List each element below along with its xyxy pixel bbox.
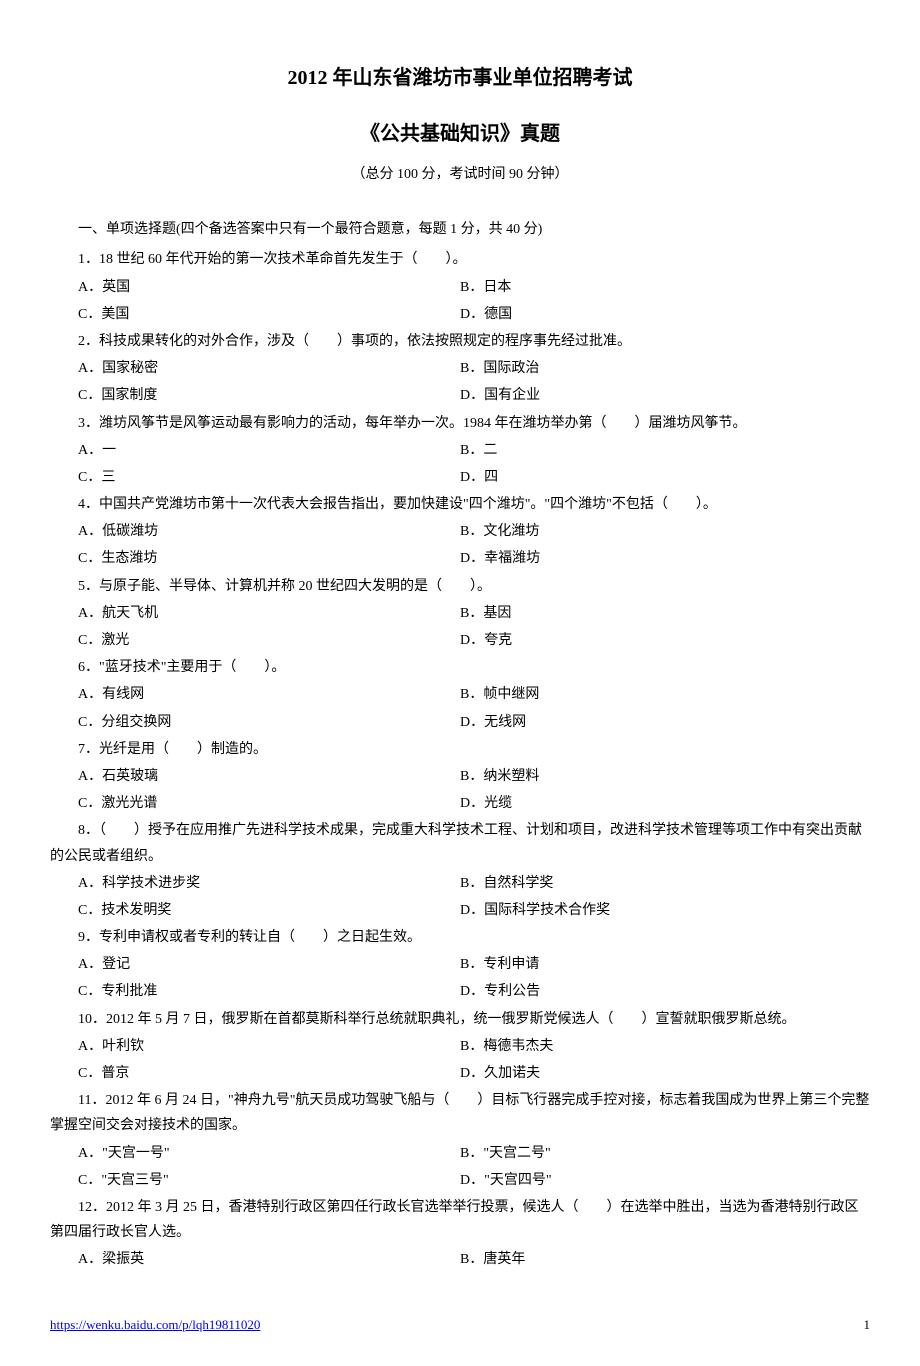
option: C．激光 xyxy=(50,628,460,653)
options-row: C．激光D．夸克 xyxy=(50,628,870,653)
options-row: C．激光光谱D．光缆 xyxy=(50,791,870,816)
option: A．梁振英 xyxy=(50,1247,460,1272)
option: B．二 xyxy=(460,438,870,463)
option: A．国家秘密 xyxy=(50,356,460,381)
option: D．无线网 xyxy=(460,710,870,735)
question-text: 7．光纤是用（ ）制造的。 xyxy=(50,737,870,762)
option: D．久加诺夫 xyxy=(460,1061,870,1086)
option: D．国际科学技术合作奖 xyxy=(460,898,870,923)
options-row: A．国家秘密B．国际政治 xyxy=(50,356,870,381)
option: A．有线网 xyxy=(50,682,460,707)
footer: https://wenku.baidu.com/p/lqh19811020 1 xyxy=(50,1313,870,1336)
option: D．光缆 xyxy=(460,791,870,816)
option: B．文化潍坊 xyxy=(460,519,870,544)
option: B．纳米塑料 xyxy=(460,764,870,789)
option: B．唐英年 xyxy=(460,1247,870,1272)
option: B．自然科学奖 xyxy=(460,871,870,896)
options-row: C．技术发明奖D．国际科学技术合作奖 xyxy=(50,898,870,923)
option: D．四 xyxy=(460,465,870,490)
option: B．国际政治 xyxy=(460,356,870,381)
options-row: C．专利批准D．专利公告 xyxy=(50,979,870,1004)
page-title-main: 2012 年山东省潍坊市事业单位招聘考试 xyxy=(50,60,870,96)
option: A．"天宫一号" xyxy=(50,1141,460,1166)
option: C．生态潍坊 xyxy=(50,546,460,571)
option: A．一 xyxy=(50,438,460,463)
source-link[interactable]: https://wenku.baidu.com/p/lqh19811020 xyxy=(50,1313,260,1336)
options-row: A．登记B．专利申请 xyxy=(50,952,870,977)
option: C．三 xyxy=(50,465,460,490)
option: A．登记 xyxy=(50,952,460,977)
options-row: A．石英玻璃B．纳米塑料 xyxy=(50,764,870,789)
question-text: 4．中国共产党潍坊市第十一次代表大会报告指出，要加快建设"四个潍坊"。"四个潍坊… xyxy=(50,492,870,517)
question-text: 1．18 世纪 60 年代开始的第一次技术革命首先发生于（ ）。 xyxy=(50,247,870,272)
option: C．技术发明奖 xyxy=(50,898,460,923)
question-text: 6．"蓝牙技术"主要用于（ ）。 xyxy=(50,655,870,680)
option: C．普京 xyxy=(50,1061,460,1086)
option: D．国有企业 xyxy=(460,383,870,408)
options-row: C．分组交换网D．无线网 xyxy=(50,710,870,735)
option: C．美国 xyxy=(50,302,460,327)
section-header: 一、单项选择题(四个备选答案中只有一个最符合题意，每题 1 分，共 40 分) xyxy=(50,217,870,242)
question-text: 8．（ ）授予在应用推广先进科学技术成果，完成重大科学技术工程、计划和项目，改进… xyxy=(50,818,870,868)
question-text: 10．2012 年 5 月 7 日，俄罗斯在首都莫斯科举行总统就职典礼，统一俄罗… xyxy=(50,1007,870,1032)
option: C．分组交换网 xyxy=(50,710,460,735)
option: C．国家制度 xyxy=(50,383,460,408)
option: B．日本 xyxy=(460,275,870,300)
question-text: 11．2012 年 6 月 24 日，"神舟九号"航天员成功驾驶飞船与（ ）目标… xyxy=(50,1088,870,1138)
option: A．低碳潍坊 xyxy=(50,519,460,544)
exam-info: （总分 100 分，考试时间 90 分钟） xyxy=(50,162,870,187)
options-row: A．低碳潍坊B．文化潍坊 xyxy=(50,519,870,544)
option: C．激光光谱 xyxy=(50,791,460,816)
option: D．幸福潍坊 xyxy=(460,546,870,571)
option: D．"天宫四号" xyxy=(460,1168,870,1193)
options-row: C．美国D．德国 xyxy=(50,302,870,327)
options-row: A．航天飞机B．基因 xyxy=(50,601,870,626)
option: A．英国 xyxy=(50,275,460,300)
question-text: 2．科技成果转化的对外合作，涉及（ ）事项的，依法按照规定的程序事先经过批准。 xyxy=(50,329,870,354)
page-title-sub: 《公共基础知识》真题 xyxy=(50,116,870,152)
option: A．科学技术进步奖 xyxy=(50,871,460,896)
options-row: C．国家制度D．国有企业 xyxy=(50,383,870,408)
options-row: C．三D．四 xyxy=(50,465,870,490)
question-text: 9．专利申请权或者专利的转让自（ ）之日起生效。 xyxy=(50,925,870,950)
option: C．专利批准 xyxy=(50,979,460,1004)
options-row: A．科学技术进步奖B．自然科学奖 xyxy=(50,871,870,896)
option: C．"天宫三号" xyxy=(50,1168,460,1193)
option: A．石英玻璃 xyxy=(50,764,460,789)
option: D．德国 xyxy=(460,302,870,327)
questions-container: 1．18 世纪 60 年代开始的第一次技术革命首先发生于（ ）。 A．英国B．日本… xyxy=(50,247,870,1272)
options-row: A．叶利钦B．梅德韦杰夫 xyxy=(50,1034,870,1059)
option: B．帧中继网 xyxy=(460,682,870,707)
options-row: A．一B．二 xyxy=(50,438,870,463)
question-text: 3．潍坊风筝节是风筝运动最有影响力的活动，每年举办一次。1984 年在潍坊举办第… xyxy=(50,411,870,436)
question-text: 12．2012 年 3 月 25 日，香港特别行政区第四任行政长官选举举行投票，… xyxy=(50,1195,870,1245)
option: B．梅德韦杰夫 xyxy=(460,1034,870,1059)
option: D．专利公告 xyxy=(460,979,870,1004)
question-text: 5．与原子能、半导体、计算机并称 20 世纪四大发明的是（ ）。 xyxy=(50,574,870,599)
option: D．夸克 xyxy=(460,628,870,653)
options-row: A．有线网B．帧中继网 xyxy=(50,682,870,707)
options-row: C．普京D．久加诺夫 xyxy=(50,1061,870,1086)
option: B．专利申请 xyxy=(460,952,870,977)
options-row: C．"天宫三号"D．"天宫四号" xyxy=(50,1168,870,1193)
option: A．叶利钦 xyxy=(50,1034,460,1059)
page-number: 1 xyxy=(864,1313,871,1336)
option: B．"天宫二号" xyxy=(460,1141,870,1166)
option: A．航天飞机 xyxy=(50,601,460,626)
option: B．基因 xyxy=(460,601,870,626)
options-row: C．生态潍坊D．幸福潍坊 xyxy=(50,546,870,571)
options-row: A．梁振英B．唐英年 xyxy=(50,1247,870,1272)
options-row: A．英国B．日本 xyxy=(50,275,870,300)
options-row: A．"天宫一号"B．"天宫二号" xyxy=(50,1141,870,1166)
